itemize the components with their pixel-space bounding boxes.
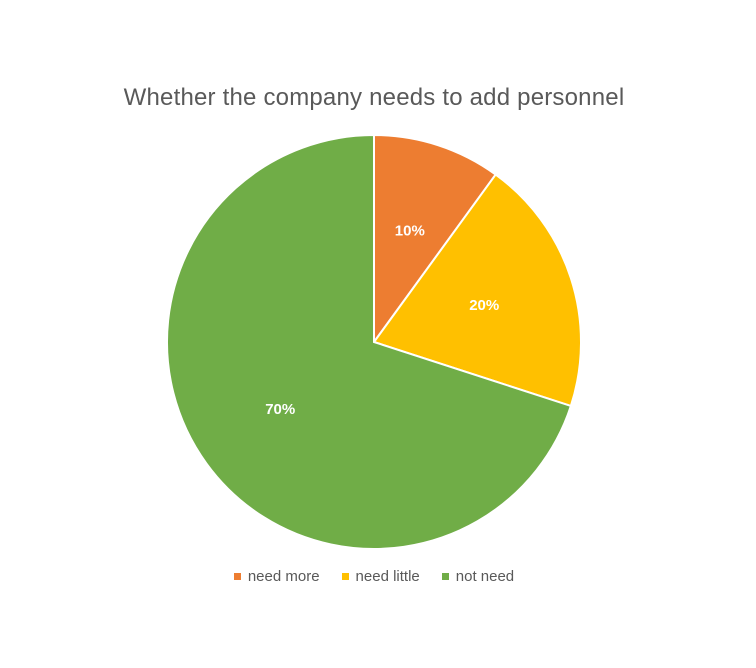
pie-slice-need-more [373,133,498,346]
legend: need more need little not need [0,568,748,585]
legend-item-need-little: need little [341,568,420,585]
legend-label-need-more: need more [247,568,320,585]
legend-swatch-need-more [233,573,241,580]
data-label-need-little: 20% [469,297,499,314]
chart-title: Whether the company needs to add personn… [123,84,625,111]
legend-swatch-need-little [341,573,349,580]
pie-slice-need-little [372,173,582,408]
legend-label-not-need: not need [455,568,515,585]
legend-item-need-more: need more [233,568,320,585]
legend-label-need-little: need little [355,568,420,585]
legend-item-not-need: not need [441,568,515,585]
legend-swatch-not-need [441,573,449,580]
data-label-need-more: 10% [395,223,425,240]
data-label-not-need: 70% [265,401,295,418]
pie-slice-not-need [166,133,573,550]
